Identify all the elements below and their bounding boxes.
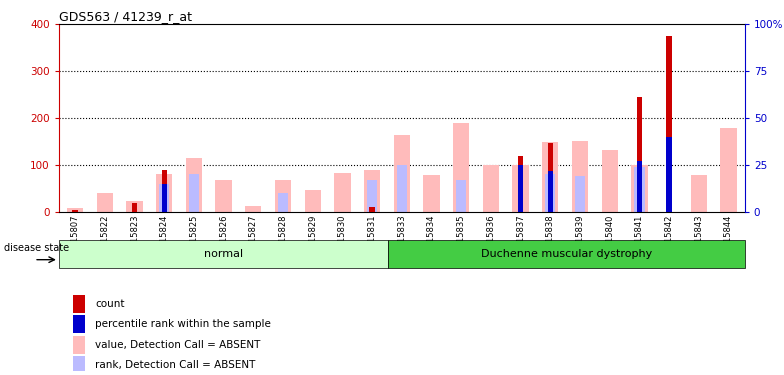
- Bar: [186, 158, 202, 212]
- Bar: [547, 171, 553, 212]
- Bar: [216, 180, 232, 212]
- Bar: [720, 128, 737, 212]
- Bar: [547, 142, 553, 212]
- Bar: [637, 97, 642, 212]
- Bar: [245, 206, 262, 212]
- Bar: [666, 36, 672, 212]
- Bar: [278, 193, 289, 212]
- Bar: [518, 156, 523, 212]
- Bar: [513, 165, 528, 212]
- Text: value, Detection Call = ABSENT: value, Detection Call = ABSENT: [96, 340, 261, 350]
- Bar: [304, 190, 321, 212]
- Bar: [364, 170, 380, 212]
- Bar: [456, 180, 466, 212]
- Text: GDS563 / 41239_r_at: GDS563 / 41239_r_at: [59, 10, 192, 23]
- Bar: [397, 165, 407, 212]
- Bar: [67, 208, 83, 212]
- Bar: [545, 174, 556, 212]
- Text: rank, Detection Call = ABSENT: rank, Detection Call = ABSENT: [96, 360, 256, 370]
- Bar: [162, 170, 167, 212]
- Bar: [73, 336, 85, 354]
- Bar: [126, 201, 143, 212]
- Bar: [572, 141, 588, 212]
- Bar: [423, 176, 440, 212]
- Bar: [73, 294, 85, 313]
- Bar: [637, 161, 642, 212]
- Bar: [666, 137, 672, 212]
- Bar: [132, 202, 137, 212]
- Bar: [394, 135, 410, 212]
- Bar: [189, 174, 199, 212]
- Bar: [72, 210, 78, 212]
- Bar: [631, 165, 648, 212]
- Text: disease state: disease state: [4, 243, 69, 254]
- Bar: [73, 356, 85, 375]
- Text: count: count: [96, 298, 125, 309]
- Bar: [156, 174, 172, 212]
- Bar: [73, 315, 85, 333]
- Bar: [96, 193, 113, 212]
- Text: percentile rank within the sample: percentile rank within the sample: [96, 319, 271, 329]
- Text: Duchenne muscular dystrophy: Duchenne muscular dystrophy: [481, 249, 652, 259]
- Bar: [367, 180, 377, 212]
- Bar: [518, 165, 523, 212]
- Bar: [162, 184, 167, 212]
- Bar: [369, 207, 375, 212]
- Bar: [575, 176, 585, 212]
- Bar: [453, 123, 470, 212]
- Bar: [275, 180, 291, 212]
- Bar: [601, 150, 618, 212]
- Bar: [691, 176, 707, 212]
- Bar: [542, 142, 558, 212]
- Bar: [634, 167, 644, 212]
- Bar: [159, 184, 169, 212]
- Bar: [483, 165, 499, 212]
- Bar: [334, 173, 350, 212]
- Text: normal: normal: [204, 249, 243, 259]
